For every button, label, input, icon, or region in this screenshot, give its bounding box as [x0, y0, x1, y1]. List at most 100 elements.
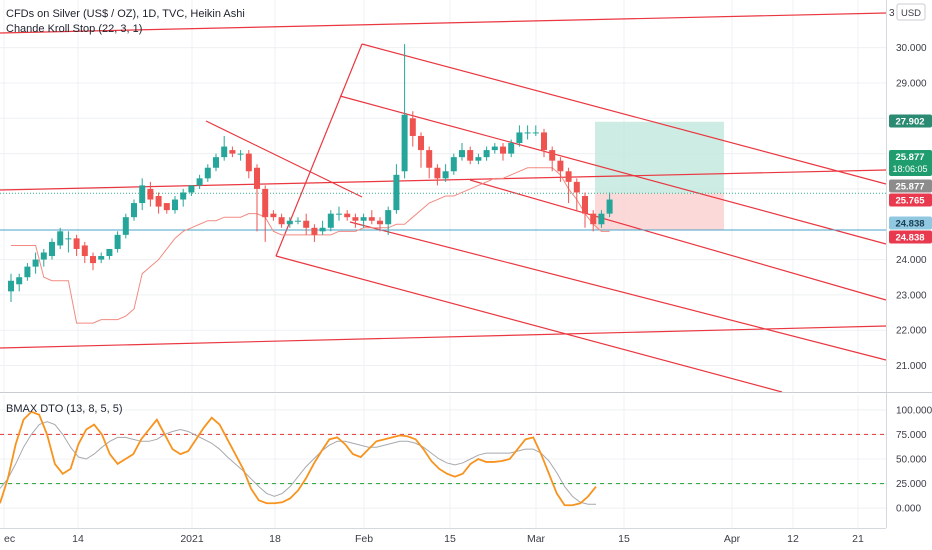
pitchfork-1-median[interactable] — [275, 255, 783, 393]
candle[interactable] — [344, 210, 351, 221]
candle[interactable] — [98, 252, 105, 264]
pitchfork-2-bottom[interactable] — [469, 179, 887, 301]
candle[interactable] — [311, 224, 318, 242]
candle[interactable] — [65, 231, 72, 253]
candle[interactable] — [491, 143, 498, 154]
candle[interactable] — [352, 213, 359, 228]
candle[interactable] — [590, 210, 597, 232]
candle[interactable] — [303, 213, 310, 235]
indicator-legend[interactable]: Chande Kroll Stop (22, 3, 1) — [6, 23, 142, 35]
candle[interactable] — [180, 188, 187, 207]
candle[interactable] — [147, 181, 154, 207]
candle[interactable] — [204, 164, 211, 182]
candle[interactable] — [336, 206, 342, 221]
candle[interactable] — [172, 196, 178, 214]
pitchfork-2-mid[interactable] — [339, 95, 887, 245]
candle[interactable] — [24, 263, 31, 281]
pitchfork-1-upper[interactable] — [205, 120, 363, 198]
candle[interactable] — [163, 203, 170, 214]
chart-title[interactable]: CFDs on Silver (US$ / OZ), 1D, TVC, Heik… — [6, 8, 245, 20]
time-ticks: ec 14 2021 18 Feb 15 Mar 15 Apr 12 21 — [4, 533, 864, 545]
oscillator-legend[interactable]: BMAX DTO (13, 8, 5, 5) — [6, 403, 123, 415]
mid-channel-line[interactable] — [0, 169, 887, 191]
candle[interactable] — [196, 174, 203, 189]
candle[interactable] — [360, 213, 367, 228]
candle[interactable] — [229, 146, 236, 158]
pitchfork-1-handle[interactable] — [275, 43, 363, 257]
candle[interactable] — [49, 238, 55, 260]
candle[interactable] — [262, 185, 269, 242]
time-axis[interactable]: ec 14 2021 18 Feb 15 Mar 15 Apr 12 21 — [0, 528, 886, 546]
candle[interactable] — [582, 192, 588, 228]
candle[interactable] — [188, 185, 195, 196]
candle[interactable] — [16, 273, 23, 292]
candle[interactable] — [467, 146, 474, 165]
main-pane[interactable] — [0, 0, 887, 393]
candle[interactable] — [213, 153, 219, 172]
candle[interactable] — [319, 220, 326, 235]
candle[interactable] — [557, 157, 564, 182]
candle[interactable] — [278, 213, 285, 228]
candle[interactable] — [409, 111, 416, 147]
pitchfork-2-upper[interactable] — [361, 43, 887, 185]
candle[interactable] — [40, 248, 47, 267]
price-axis[interactable]: 30.00029.00028.00027.00026.00024.00023.0… — [886, 0, 932, 528]
candle[interactable] — [368, 210, 375, 225]
trend-lines[interactable] — [0, 12, 887, 393]
candle[interactable] — [483, 146, 490, 161]
candle[interactable] — [237, 150, 244, 161]
candle[interactable] — [434, 164, 441, 186]
candle[interactable] — [598, 210, 605, 228]
candle[interactable] — [606, 192, 613, 218]
candle[interactable] — [418, 132, 424, 168]
candle[interactable] — [254, 164, 260, 232]
candle[interactable] — [549, 146, 556, 172]
candle[interactable] — [131, 199, 137, 221]
candle[interactable] — [139, 178, 146, 211]
candle[interactable] — [500, 143, 506, 161]
candle[interactable] — [81, 241, 88, 264]
candle[interactable] — [327, 210, 334, 232]
candle[interactable] — [565, 167, 572, 204]
candle[interactable] — [90, 252, 96, 271]
candle[interactable] — [57, 227, 64, 249]
candle[interactable] — [114, 231, 121, 253]
candle[interactable] — [516, 125, 523, 147]
position-zones[interactable] — [595, 121, 724, 230]
candle[interactable] — [393, 164, 400, 214]
candle[interactable] — [508, 139, 515, 158]
candle[interactable] — [295, 217, 301, 225]
candle[interactable] — [8, 273, 14, 302]
loss-zone[interactable] — [595, 193, 724, 230]
candle[interactable] — [459, 143, 465, 161]
candle[interactable] — [32, 252, 39, 274]
currency-box[interactable] — [896, 3, 926, 21]
candle[interactable] — [245, 150, 252, 179]
candle[interactable] — [377, 217, 383, 232]
candle[interactable] — [532, 125, 539, 136]
candle[interactable] — [385, 206, 392, 235]
candle[interactable] — [524, 125, 531, 140]
candle[interactable] — [573, 178, 580, 211]
top-channel-line[interactable] — [0, 12, 887, 34]
price-tick-label: 23.000 — [896, 290, 927, 301]
oscillator-pane[interactable]: BMAX DTO (13, 8, 5, 5) 100.000 75.000 50.0… — [0, 395, 932, 528]
profit-zone[interactable] — [595, 121, 724, 194]
candle[interactable] — [106, 248, 113, 260]
candle[interactable] — [122, 213, 129, 239]
bottom-channel-line[interactable] — [0, 325, 887, 349]
candles[interactable] — [8, 44, 613, 302]
candle[interactable] — [270, 210, 277, 221]
pitchfork-2-lower[interactable] — [349, 221, 887, 361]
candle[interactable] — [475, 153, 482, 165]
candle[interactable] — [401, 44, 408, 179]
candle[interactable] — [426, 146, 433, 179]
candle[interactable] — [286, 217, 293, 228]
candle[interactable] — [155, 192, 162, 214]
candle[interactable] — [221, 135, 228, 161]
candle[interactable] — [442, 164, 449, 182]
candle[interactable] — [541, 128, 547, 158]
candle[interactable] — [450, 153, 457, 175]
candle[interactable] — [73, 234, 80, 257]
